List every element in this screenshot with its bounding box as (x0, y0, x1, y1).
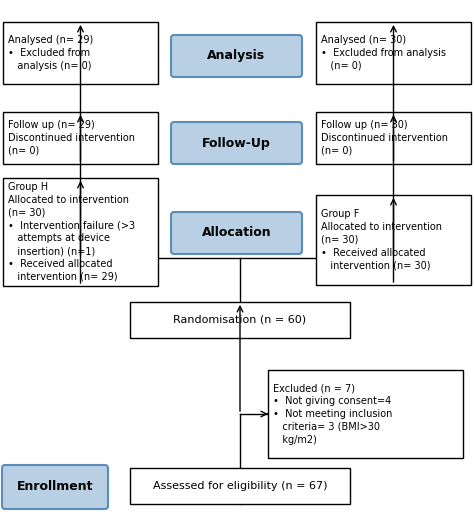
FancyBboxPatch shape (171, 35, 302, 77)
Text: Analysed (n= 29)
•  Excluded from
   analysis (n= 0): Analysed (n= 29) • Excluded from analysi… (8, 35, 93, 71)
Bar (316, 22, 471, 84)
Bar (130, 468, 350, 504)
Text: Follow up (n= 29)
Discontinued intervention
(n= 0): Follow up (n= 29) Discontinued intervent… (8, 120, 135, 156)
Text: Excluded (n = 7)
•  Not giving consent=4
•  Not meeting inclusion
   criteria= 3: Excluded (n = 7) • Not giving consent=4 … (273, 383, 392, 445)
Text: Enrollment: Enrollment (17, 480, 93, 494)
Text: Randomisation (n = 60): Randomisation (n = 60) (173, 315, 307, 325)
FancyBboxPatch shape (171, 122, 302, 164)
Bar (130, 302, 350, 338)
Text: Follow up (n= 30)
Discontinued intervention
(n= 0): Follow up (n= 30) Discontinued intervent… (321, 120, 448, 156)
Text: Analysis: Analysis (208, 50, 265, 62)
Text: Follow-Up: Follow-Up (202, 137, 271, 149)
Bar (3, 112, 158, 164)
Bar (268, 370, 463, 458)
Bar (3, 178, 158, 286)
FancyBboxPatch shape (2, 465, 108, 509)
Bar (316, 195, 471, 285)
FancyBboxPatch shape (171, 212, 302, 254)
Text: Allocation: Allocation (202, 227, 271, 240)
Text: Assessed for eligibility (n = 67): Assessed for eligibility (n = 67) (153, 481, 327, 491)
Text: Group F
Allocated to intervention
(n= 30)
•  Received allocated
   intervention : Group F Allocated to intervention (n= 30… (321, 210, 442, 270)
Text: Analysed (n= 30)
•  Excluded from analysis
   (n= 0): Analysed (n= 30) • Excluded from analysi… (321, 35, 446, 71)
Bar (3, 22, 158, 84)
Bar (316, 112, 471, 164)
Text: Group H
Allocated to intervention
(n= 30)
•  Intervention failure (>3
   attempt: Group H Allocated to intervention (n= 30… (8, 182, 135, 282)
